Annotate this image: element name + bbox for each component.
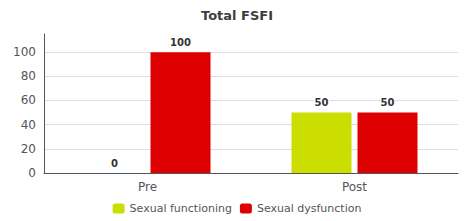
svg-text:Post: Post [342, 180, 367, 194]
svg-text:Sexual functioning: Sexual functioning [130, 202, 232, 215]
svg-text:Sexual dysfunction: Sexual dysfunction [257, 202, 362, 215]
svg-text:100: 100 [13, 45, 36, 59]
svg-text:20: 20 [21, 142, 36, 156]
svg-text:0: 0 [111, 158, 118, 169]
svg-text:60: 60 [21, 93, 36, 107]
svg-text:100: 100 [170, 37, 191, 48]
svg-text:50: 50 [315, 97, 329, 108]
svg-text:Pre: Pre [138, 180, 157, 194]
svg-text:80: 80 [21, 69, 36, 83]
svg-text:Total FSFI: Total FSFI [201, 8, 273, 23]
svg-text:50: 50 [381, 97, 395, 108]
svg-text:40: 40 [21, 118, 36, 132]
svg-text:0: 0 [28, 166, 36, 180]
